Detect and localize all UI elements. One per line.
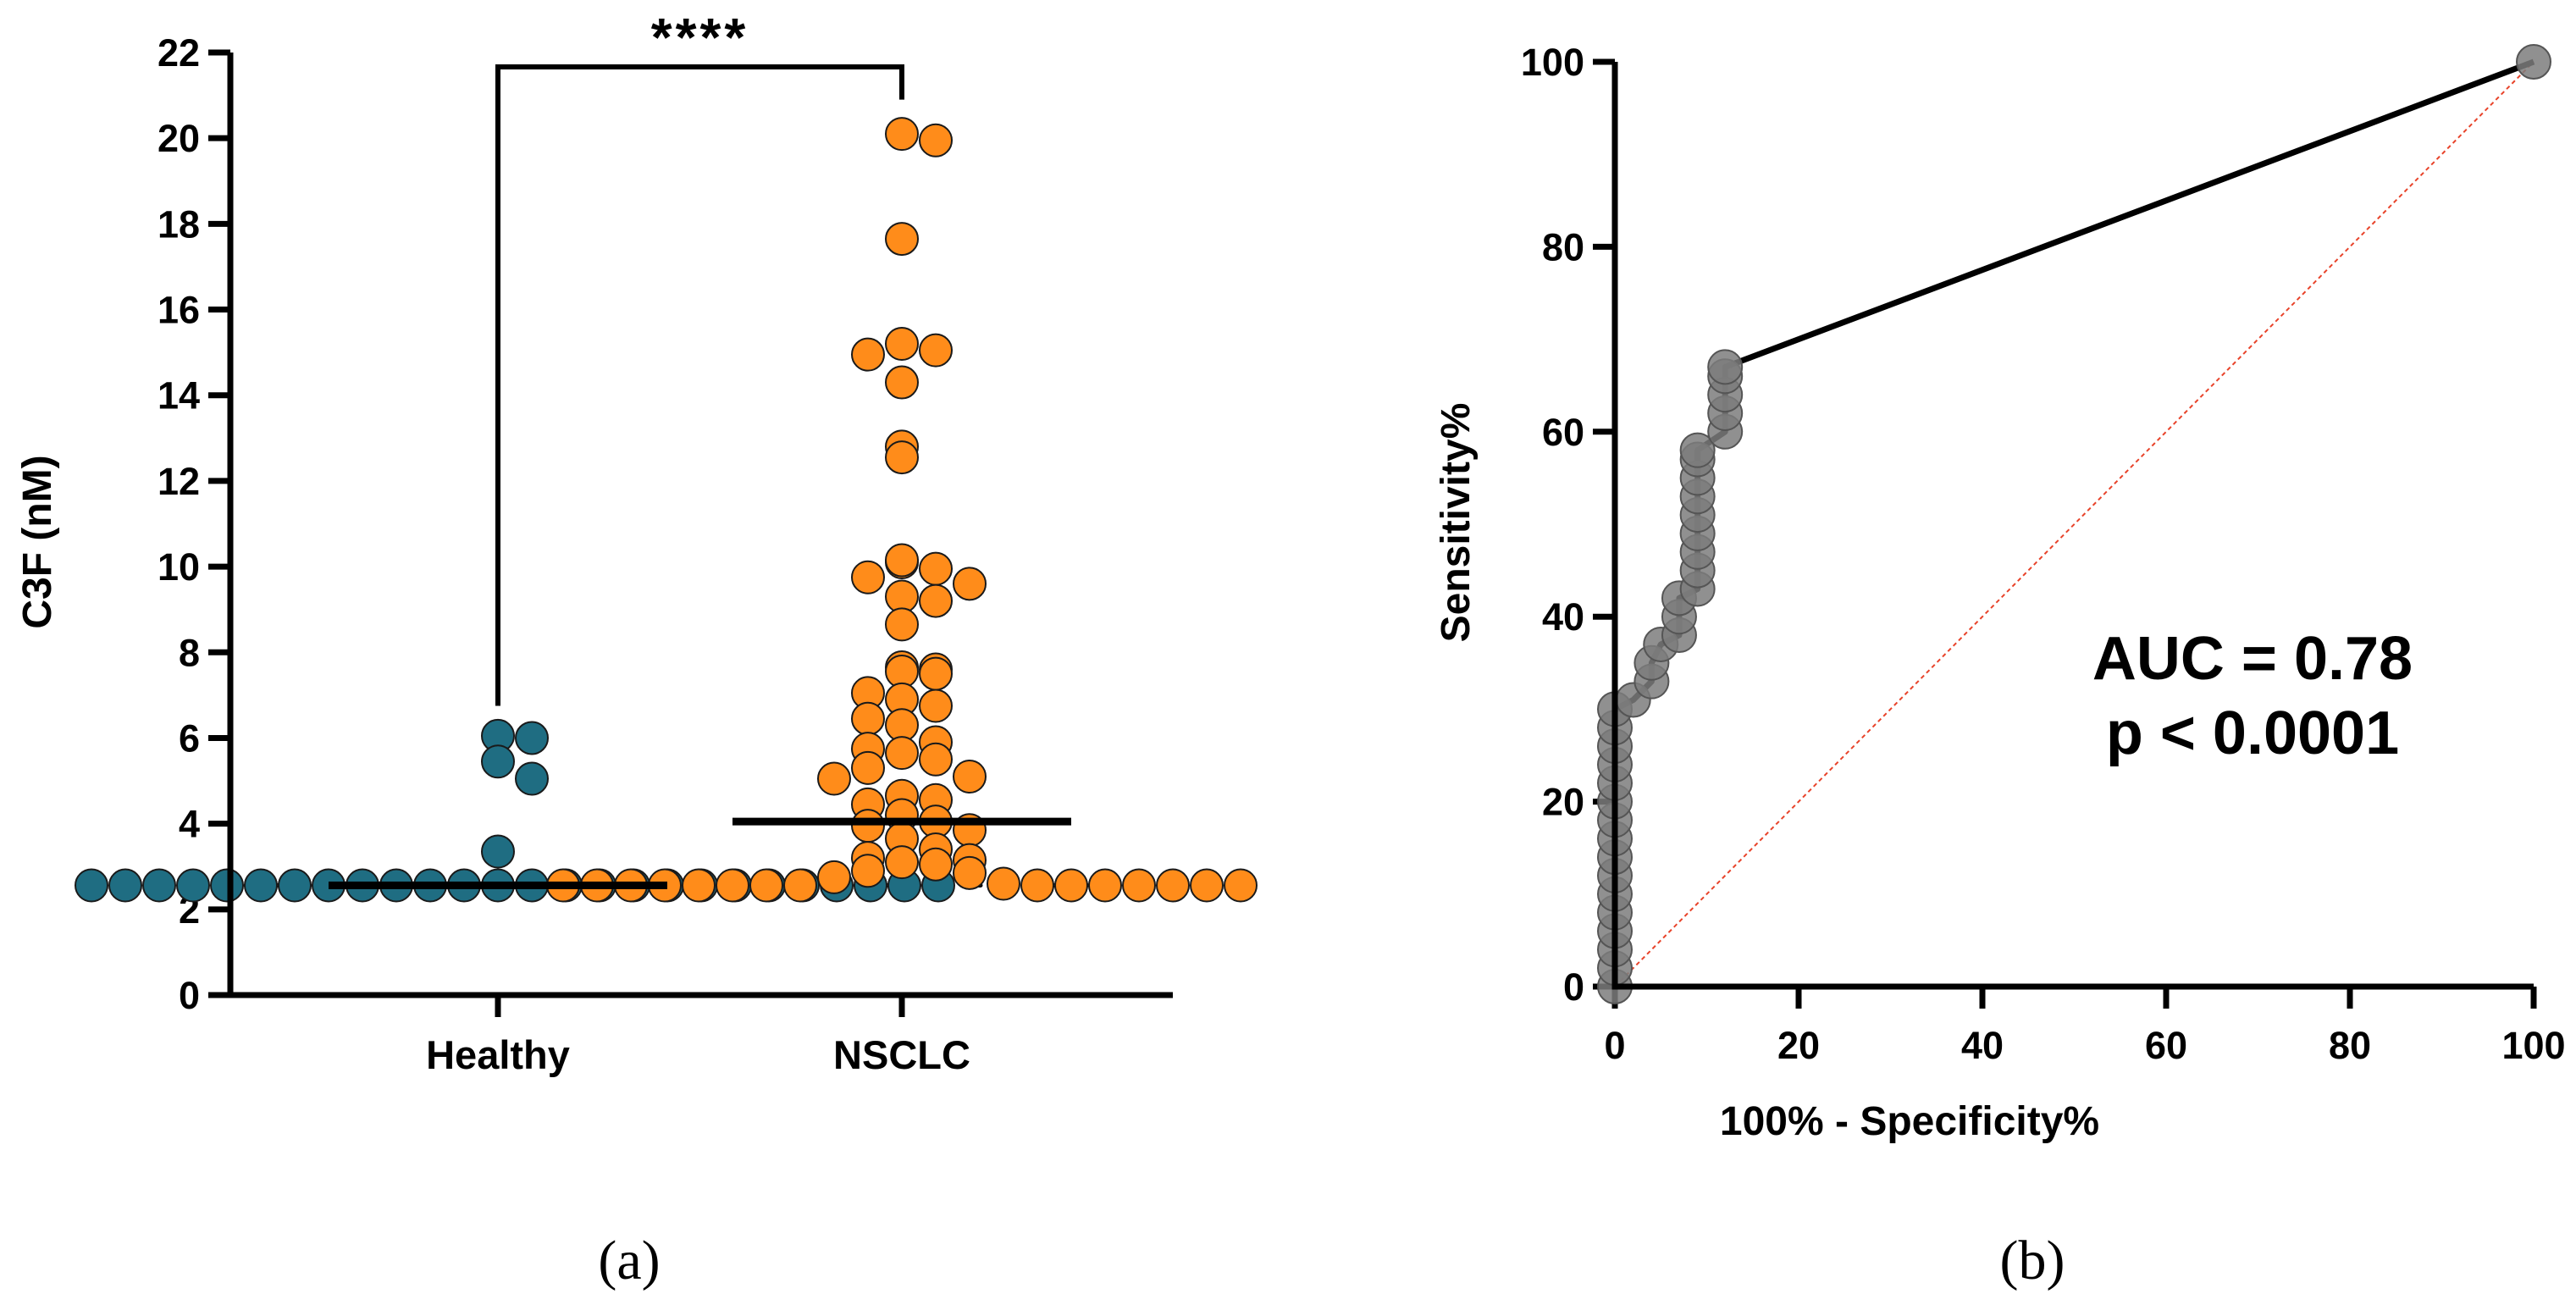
y-tick-label: 40 (1542, 595, 1584, 639)
roc-point (1679, 432, 1716, 468)
data-point-nsclc (919, 847, 953, 882)
panel-a-x-ticks: Healthy NSCLC (426, 995, 970, 1077)
y-tick-label: 16 (158, 289, 200, 332)
data-point-nsclc (851, 750, 885, 785)
data-point-nsclc (749, 868, 783, 903)
data-point-healthy (244, 868, 278, 903)
data-point-nsclc (953, 855, 987, 890)
y-tick-label: 8 (179, 631, 200, 674)
data-point-healthy (481, 834, 515, 869)
x-tick-label: 60 (2145, 1024, 2187, 1067)
data-point-nsclc (885, 607, 919, 642)
data-point-nsclc (885, 543, 919, 578)
data-point-nsclc (1122, 868, 1156, 903)
panel-a-significance-bracket (495, 64, 904, 706)
data-point-nsclc (1088, 868, 1122, 903)
data-point-nsclc (885, 365, 919, 400)
y-tick-label: 20 (158, 117, 200, 160)
data-point-nsclc (1224, 868, 1258, 903)
panel-label-a: (a) (598, 1230, 660, 1291)
data-point-healthy (515, 721, 549, 755)
data-point-nsclc (885, 845, 919, 880)
x-tick-label: 20 (1777, 1024, 1820, 1067)
data-point-nsclc (885, 327, 919, 362)
x-tick-label: 0 (1604, 1024, 1625, 1067)
data-point-nsclc (716, 868, 749, 903)
panel-b-roc-curve: Sensitivity% 100% - Specificity% 0 20 40 60… (1434, 41, 2566, 1291)
data-point-nsclc (851, 854, 885, 888)
x-tick-label: 40 (1961, 1024, 2004, 1067)
data-point-nsclc (1020, 868, 1054, 903)
panel-b-axes (1611, 62, 2534, 990)
data-point-nsclc (919, 688, 953, 723)
data-point-healthy (278, 868, 312, 903)
bracket-line (495, 64, 904, 706)
y-tick-label: 80 (1542, 225, 1584, 268)
y-tick-label: 0 (1563, 965, 1584, 1009)
data-point-nsclc (851, 560, 885, 594)
y-tick-label: 100 (1521, 41, 1584, 84)
data-point-nsclc (885, 222, 919, 257)
data-point-nsclc (919, 551, 953, 586)
data-point-nsclc (919, 333, 953, 368)
data-point-nsclc (953, 759, 987, 794)
data-point-nsclc (885, 440, 919, 475)
y-tick-label: 10 (158, 545, 200, 589)
significance-label: **** (651, 7, 749, 68)
y-tick-label: 4 (179, 803, 200, 846)
data-point-nsclc (851, 701, 885, 736)
data-point-nsclc (987, 866, 1020, 901)
y-tick-label: 20 (1542, 781, 1584, 824)
panel-a-axes (227, 53, 1173, 998)
panel-a-y-axis-title: C3F (nM) (15, 455, 60, 628)
y-tick-label: 6 (179, 716, 200, 760)
reference-diagonal-line (1614, 61, 2535, 987)
x-tick-label: 80 (2329, 1024, 2371, 1067)
panel-a-dots (75, 117, 1258, 903)
data-point-nsclc (1190, 868, 1224, 903)
data-point-nsclc (953, 567, 987, 601)
data-point-healthy (481, 744, 515, 779)
data-point-nsclc (851, 337, 885, 372)
data-point-healthy (210, 868, 244, 903)
data-point-nsclc (919, 742, 953, 777)
x-tick-label: 100 (2501, 1024, 2565, 1067)
auc-label: AUC = 0.78 (2092, 625, 2413, 693)
data-point-healthy (176, 868, 210, 903)
data-point-nsclc (885, 736, 919, 771)
data-point-nsclc (919, 656, 953, 691)
data-point-nsclc (919, 583, 953, 618)
data-point-nsclc (682, 868, 716, 903)
roc-point (2516, 44, 2551, 80)
panel-b-ticks: 0 20 40 60 80 100 0 20 40 60 80 100 (1521, 41, 2566, 1067)
roc-point (1707, 349, 1744, 385)
y-tick-label: 60 (1542, 411, 1584, 454)
panel-b-x-axis-title: 100% - Specificity% (1720, 1099, 2099, 1144)
y-tick-label: 12 (158, 460, 200, 503)
data-point-healthy (75, 868, 108, 903)
category-label-nsclc: NSCLC (833, 1032, 970, 1077)
y-tick-label: 22 (158, 31, 200, 75)
data-point-nsclc (817, 761, 851, 796)
data-point-healthy (108, 868, 142, 903)
p-value-label: p < 0.0001 (2106, 700, 2399, 767)
data-point-healthy (515, 761, 549, 796)
data-point-nsclc (919, 123, 953, 158)
panel-a-medians (329, 817, 1071, 889)
y-tick-label: 18 (158, 202, 200, 246)
data-point-nsclc (851, 809, 885, 843)
panel-b-y-axis-title: Sensitivity% (1434, 403, 1479, 643)
y-tick-label: 0 (179, 974, 200, 1017)
data-point-nsclc (885, 117, 919, 152)
panel-label-b: (b) (2000, 1230, 2065, 1291)
category-label-healthy: Healthy (426, 1032, 570, 1077)
data-point-healthy (142, 868, 176, 903)
data-point-nsclc (1054, 868, 1088, 903)
data-point-nsclc (1156, 868, 1190, 903)
y-tick-label: 14 (158, 374, 200, 417)
data-point-nsclc (783, 868, 817, 903)
data-point-nsclc (817, 860, 851, 894)
